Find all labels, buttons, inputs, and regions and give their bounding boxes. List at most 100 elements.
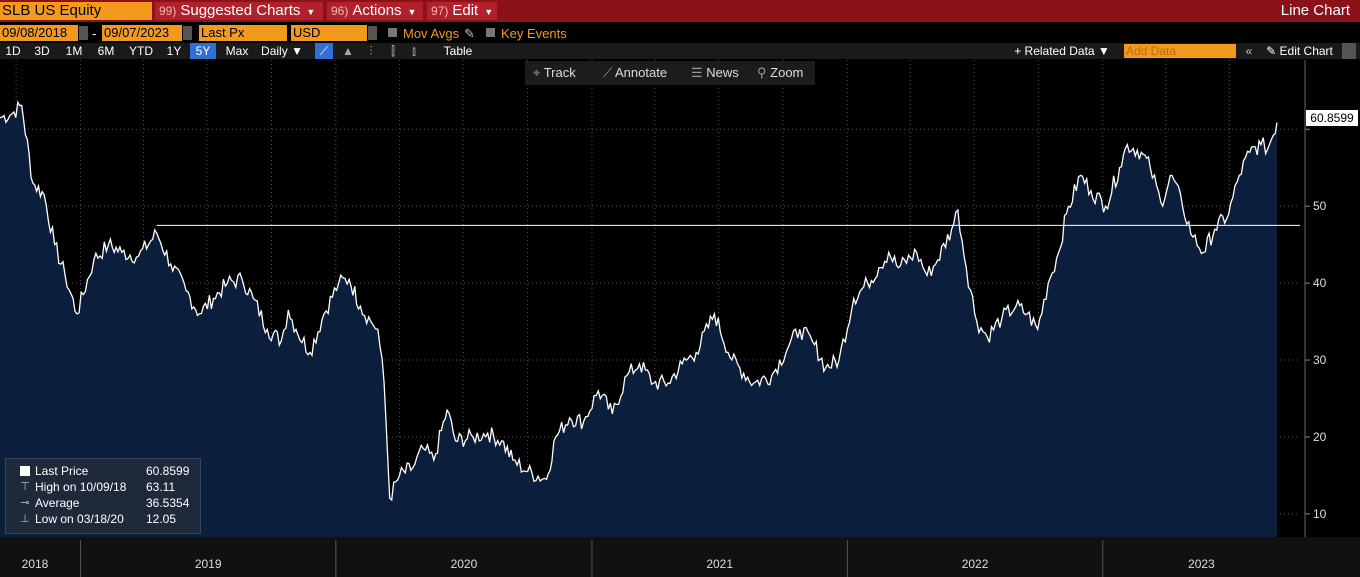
legend-label: Average (35, 496, 80, 510)
calendar-icon[interactable] (79, 26, 88, 40)
legend-value: 60.8599 (146, 464, 190, 478)
x-axis-band (0, 537, 1360, 577)
key-events-checkbox[interactable] (486, 28, 495, 37)
legend-value: 36.5354 (146, 496, 190, 510)
ohlc-chart-icon[interactable]: ⫾ (412, 44, 416, 58)
square-icon (20, 466, 30, 476)
suggested-charts-menu[interactable]: 99) Suggested Charts ▼ (155, 2, 323, 20)
chart-type-label: Line Chart (1280, 2, 1350, 19)
bar-chart-icon[interactable]: ⫶ (369, 44, 373, 58)
legend-value: 12.05 (146, 512, 177, 526)
legend-low: ⊥ Low on 03/18/20 12.05 (6, 511, 200, 527)
news-label: News (706, 65, 739, 80)
scroll-handle[interactable] (1342, 43, 1356, 59)
menu-label: Suggested Charts (180, 2, 301, 19)
frequency-selector[interactable]: Daily ▼ (258, 43, 306, 59)
caret-down-icon: ▼ (407, 7, 417, 17)
news-icon: ☰ (691, 65, 703, 80)
legend-last-price: Last Price 60.8599 (6, 463, 200, 479)
end-date-field[interactable]: 09/07/2023 (102, 25, 182, 41)
average-marker-icon: ⊸ (20, 497, 30, 509)
start-date-field[interactable]: 09/08/2018 (0, 25, 78, 41)
title-bar: SLB US Equity 99) Suggested Charts ▼ 96) Ac… (0, 0, 1360, 22)
y-tick-label: 30 (1313, 353, 1327, 367)
table-button[interactable]: Table (443, 44, 473, 58)
y-tick-label: 50 (1313, 199, 1327, 213)
zoom-label: Zoom (770, 65, 804, 80)
high-marker-icon: ⊤ (20, 481, 30, 493)
x-axis: 2018 2019 2020 2021 2022 2023 (22, 540, 1215, 577)
currency-dropdown-icon[interactable] (368, 26, 377, 40)
period-3d[interactable]: 3D (34, 44, 50, 58)
currency-selector[interactable]: USD (291, 25, 367, 41)
menu-number: 96) (331, 4, 349, 18)
period-1d[interactable]: 1D (5, 44, 21, 58)
x-tick-label: 2020 (451, 557, 478, 571)
calendar-icon[interactable] (183, 26, 192, 40)
mov-avgs-checkbox[interactable] (388, 28, 397, 37)
track-label: Track (543, 65, 576, 80)
caret-down-icon: ▼ (306, 7, 316, 17)
field-selector[interactable]: Last Px (199, 25, 287, 41)
mov-avgs-label[interactable]: Mov Avgs (403, 26, 460, 41)
y-tick-label: 10 (1313, 507, 1327, 521)
edit-menu[interactable]: 97) Edit ▼ (427, 2, 497, 20)
settings-row: 09/08/2018 - 09/07/2023 Last Px USD Mov … (0, 25, 1360, 42)
period-1y[interactable]: 1Y (166, 44, 182, 58)
add-data-input[interactable]: Add Data (1124, 44, 1236, 58)
pencil-icon: ✎ (1266, 44, 1277, 58)
legend-label: High on 10/09/18 (35, 480, 127, 494)
annotate-icon: ⟋ (603, 65, 613, 80)
zoom-button[interactable]: ⚲ Zoom (757, 61, 803, 85)
legend-high: ⊤ High on 10/09/18 63.11 (6, 479, 200, 495)
menu-label: Actions (352, 2, 402, 19)
y-tick-label: 20 (1313, 430, 1327, 444)
actions-menu[interactable]: 96) Actions ▼ (327, 2, 423, 20)
legend-average: ⊸ Average 36.5354 (6, 495, 200, 511)
annotate-button[interactable]: ⟋ Annotate (603, 61, 667, 85)
period-ytd[interactable]: YTD (129, 44, 153, 58)
frequency-label: Daily (261, 44, 288, 58)
period-5y[interactable]: 5Y (190, 43, 216, 59)
annotate-label: Annotate (615, 65, 668, 80)
edit-chart-label: Edit Chart (1279, 44, 1333, 58)
period-row: 1D 3D 1M 6M YTD 1Y 5Y Max Daily ▼ ⟋ ▲ ⫶ … (0, 43, 1360, 59)
menu-number: 97) (431, 4, 449, 18)
x-tick-label: 2018 (22, 557, 49, 571)
low-marker-icon: ⊥ (20, 513, 30, 525)
chart-tools: ⌖ Track ⟋ Annotate ☰ News ⚲ Zoom (525, 61, 815, 85)
magnifier-icon: ⚲ (757, 65, 767, 80)
related-data-button[interactable]: + Related Data ▼ (1010, 43, 1114, 59)
period-1m[interactable]: 1M (65, 44, 83, 58)
caret-down-icon: ▼ (291, 44, 303, 58)
period-max[interactable]: Max (225, 44, 249, 58)
track-button[interactable]: ⌖ Track (533, 61, 576, 85)
price-line (0, 100, 1278, 502)
y-axis: 10 20 30 40 50 (1305, 128, 1327, 521)
line-chart-icon[interactable]: ⟋ (315, 43, 333, 59)
mountain-chart-icon[interactable]: ▲ (342, 44, 354, 58)
x-tick-label: 2023 (1188, 557, 1215, 571)
pencil-icon[interactable]: ✎ (464, 26, 475, 41)
legend-label: Low on 03/18/20 (35, 512, 124, 526)
caret-down-icon: ▼ (484, 7, 494, 17)
menu-number: 99) (159, 4, 177, 18)
legend: Last Price 60.8599 ⊤ High on 10/09/18 63… (5, 458, 201, 534)
key-events-label[interactable]: Key Events (501, 26, 567, 41)
legend-value: 63.11 (146, 480, 176, 494)
x-tick-label: 2019 (195, 557, 222, 571)
related-data-label: + Related Data (1014, 44, 1095, 58)
ticker-field[interactable]: SLB US Equity (0, 2, 152, 20)
edit-chart-button[interactable]: ✎ Edit Chart (1262, 43, 1337, 59)
y-tick-label: 40 (1313, 276, 1327, 290)
collapse-icon[interactable]: « (1245, 44, 1253, 58)
candle-chart-icon[interactable]: ⫿ (391, 44, 395, 58)
caret-down-icon: ▼ (1097, 44, 1110, 58)
crosshair-icon: ⌖ (533, 65, 541, 80)
legend-label: Last Price (35, 464, 89, 478)
news-button[interactable]: ☰ News (691, 61, 739, 85)
x-tick-label: 2022 (962, 557, 989, 571)
x-tick-label: 2021 (706, 557, 733, 571)
period-6m[interactable]: 6M (97, 44, 115, 58)
